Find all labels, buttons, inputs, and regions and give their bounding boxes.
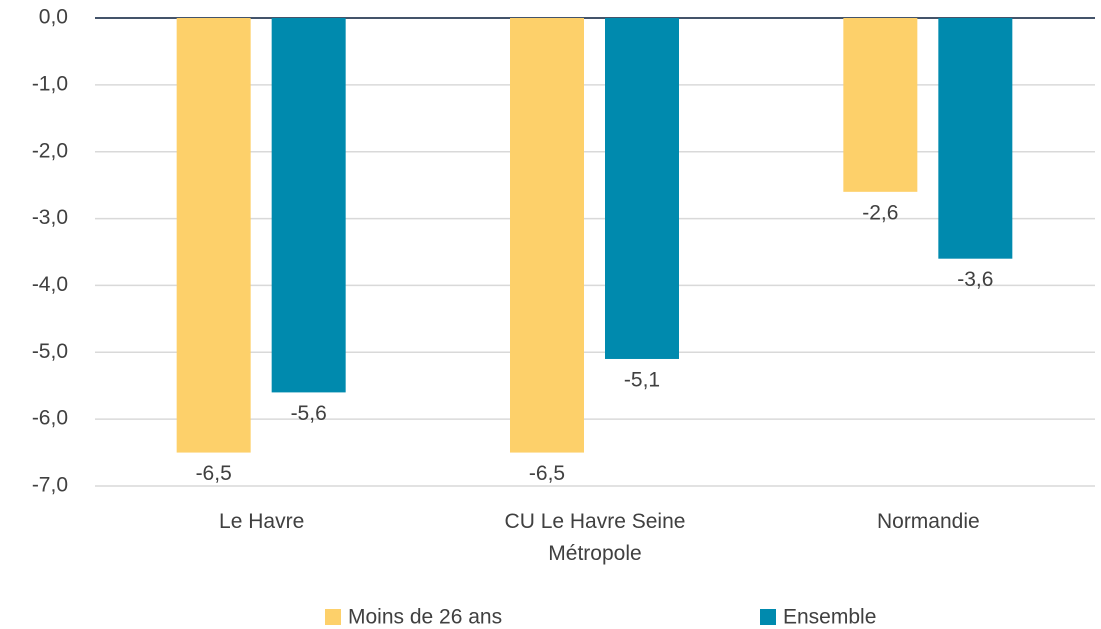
y-tick-label: -5,0: [32, 340, 68, 363]
y-tick-label: -6,0: [32, 407, 68, 430]
y-tick-label: -7,0: [32, 474, 68, 497]
data-label: -6,5: [529, 462, 565, 485]
x-tick-label: Le Havre: [219, 510, 305, 533]
data-label: -3,6: [957, 268, 993, 291]
bar: [510, 18, 584, 453]
y-tick-label: -2,0: [32, 139, 68, 162]
legend-swatch: [760, 609, 776, 625]
data-label: -5,6: [291, 402, 327, 425]
data-label: -6,5: [196, 462, 232, 485]
bar: [843, 18, 918, 192]
y-tick-label: 0,0: [39, 6, 68, 29]
legend-label: Moins de 26 ans: [348, 606, 502, 629]
bar: [605, 18, 679, 359]
legend-label: Ensemble: [783, 606, 876, 629]
y-tick-label: -4,0: [32, 273, 68, 296]
y-tick-label: -1,0: [32, 72, 68, 95]
bar: [271, 18, 346, 393]
bar: [938, 18, 1013, 259]
x-tick-label: CU Le Havre Seine Métropole: [504, 510, 686, 565]
data-label: -2,6: [862, 201, 898, 224]
legend-swatch: [325, 609, 341, 625]
data-label: -5,1: [624, 369, 660, 392]
bar: [176, 18, 251, 453]
x-tick-label: Normandie: [876, 510, 980, 533]
y-tick-label: -3,0: [32, 206, 68, 229]
